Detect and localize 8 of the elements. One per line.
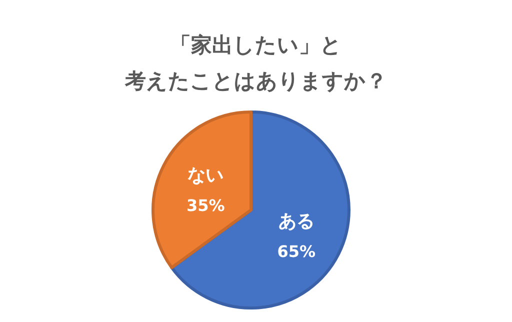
slice-label: ある — [278, 211, 314, 232]
pie-slice — [152, 110, 252, 270]
chart-title: 「家出したい」と — [170, 33, 342, 57]
pie-slice — [170, 110, 350, 310]
slice-label: ない — [188, 164, 224, 186]
data-label: 65% — [277, 242, 316, 262]
chart-subtitle: 考えたことはありますか？ — [124, 69, 387, 93]
data-label: 35% — [186, 196, 225, 215]
